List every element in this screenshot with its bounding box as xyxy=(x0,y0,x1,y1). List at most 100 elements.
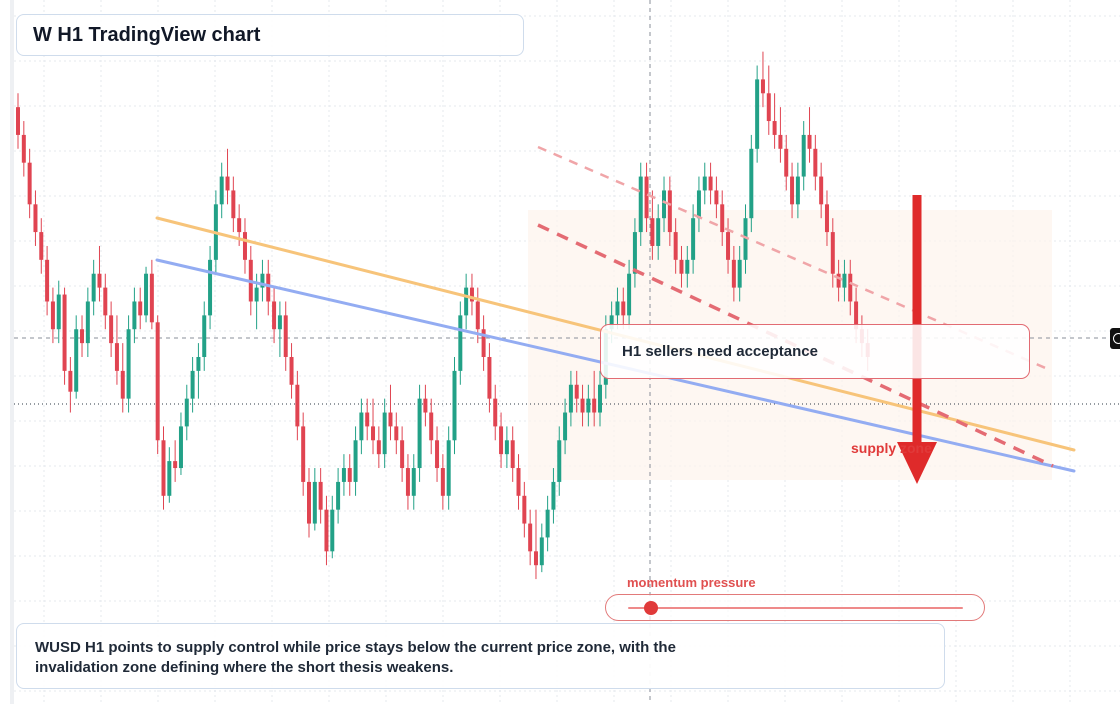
candle-bearish xyxy=(435,440,440,469)
candle-bearish xyxy=(807,134,812,149)
candle-bearish xyxy=(854,301,859,330)
summary-text: WUSD H1 points to supply control while p… xyxy=(35,639,676,676)
candle-bullish xyxy=(277,315,282,330)
candle-bearish xyxy=(667,190,672,233)
candle-bearish xyxy=(499,426,504,455)
summary-card: WUSD H1 points to supply control while p… xyxy=(16,623,945,689)
momentum-label: momentum pressure xyxy=(627,575,756,590)
candle-bullish xyxy=(504,440,509,455)
candle-bearish xyxy=(272,301,277,330)
candle-bullish xyxy=(91,273,96,302)
candle-bullish xyxy=(452,370,457,441)
candle-bearish xyxy=(138,301,143,316)
candle-bearish xyxy=(784,148,789,177)
candle-bullish xyxy=(568,384,573,413)
candle-bullish xyxy=(685,259,690,274)
candle-bullish xyxy=(126,329,131,399)
candle-bullish xyxy=(132,301,137,330)
candle-bearish xyxy=(388,412,393,427)
candle-bearish xyxy=(114,343,119,371)
candle-bullish xyxy=(184,398,189,427)
candle-bearish xyxy=(580,398,585,413)
candle-bullish xyxy=(446,440,451,496)
momentum-slider-knob[interactable] xyxy=(644,601,659,615)
candle-bullish xyxy=(638,176,643,233)
candle-bullish xyxy=(795,176,800,205)
candle-bearish xyxy=(347,468,352,482)
candle-bearish xyxy=(16,107,20,135)
crosshair-icon[interactable] xyxy=(1110,328,1120,349)
candle-bullish xyxy=(691,218,696,260)
candle-bearish xyxy=(173,461,178,469)
candle-bullish xyxy=(557,440,562,482)
candle-bullish xyxy=(702,176,707,191)
candle-bearish xyxy=(766,93,771,122)
candle-bullish xyxy=(254,287,259,302)
candle-bullish xyxy=(359,412,364,441)
candle-bearish xyxy=(726,232,731,260)
candle-bearish xyxy=(760,79,765,94)
candle-bearish xyxy=(318,481,323,510)
candle-bearish xyxy=(68,370,73,392)
candle-bearish xyxy=(376,440,381,455)
candle-bearish xyxy=(324,509,329,552)
candle-bullish xyxy=(464,287,469,316)
candle-bearish xyxy=(283,315,288,357)
candle-bearish xyxy=(231,190,236,219)
candle-bearish xyxy=(27,162,32,205)
signal-callout-text: H1 sellers need acceptance xyxy=(622,343,818,360)
candle-bearish xyxy=(429,412,434,441)
candle-bearish xyxy=(289,357,294,385)
candle-bullish xyxy=(411,468,416,496)
candle-bearish xyxy=(533,551,538,566)
candle-bearish xyxy=(475,301,480,330)
left-edge-strip xyxy=(10,0,14,704)
candles xyxy=(16,51,870,580)
candle-bearish xyxy=(481,329,486,357)
candle-bearish xyxy=(80,329,85,344)
candle-bullish xyxy=(632,232,637,274)
chart-title: W H1 TradingView chart xyxy=(33,23,261,46)
candle-bullish xyxy=(551,481,556,510)
candle-bearish xyxy=(62,294,67,371)
candle-bearish xyxy=(120,370,125,399)
candle-bearish xyxy=(574,384,579,399)
candle-bullish xyxy=(737,259,742,288)
candle-bullish xyxy=(382,412,387,455)
candle-bearish xyxy=(493,398,498,427)
candle-bullish xyxy=(336,481,341,510)
candle-bullish xyxy=(545,509,550,538)
candle-bullish xyxy=(260,273,265,288)
candle-bullish xyxy=(341,468,346,482)
candle-bearish xyxy=(819,176,824,205)
candle-bearish xyxy=(731,259,736,288)
candle-bullish xyxy=(743,218,748,260)
candle-bullish xyxy=(539,537,544,566)
candle-bearish xyxy=(836,273,841,288)
candle-bearish xyxy=(487,357,492,399)
bearish-arrow-head xyxy=(897,442,937,484)
candle-bearish xyxy=(149,273,154,323)
candle-bearish xyxy=(708,176,713,191)
candle-bullish xyxy=(696,190,701,219)
candle-bearish xyxy=(225,176,230,191)
momentum-slider[interactable] xyxy=(605,594,985,621)
candle-bullish xyxy=(353,440,358,482)
candle-bullish xyxy=(842,273,847,288)
candle-bearish xyxy=(720,204,725,233)
candle-bullish xyxy=(662,190,667,219)
candle-bearish xyxy=(97,273,102,288)
candle-bearish xyxy=(522,495,527,524)
candle-bearish xyxy=(33,204,38,233)
candle-bearish xyxy=(440,468,445,496)
candle-bearish xyxy=(592,398,597,413)
candle-bearish xyxy=(423,398,428,413)
candle-bullish xyxy=(202,315,207,357)
candle-bullish xyxy=(208,259,213,316)
candle-bullish xyxy=(749,148,754,219)
candle-bearish xyxy=(109,315,114,344)
signal-callout: H1 sellers need acceptance xyxy=(600,324,1030,379)
candle-bearish xyxy=(266,273,271,302)
candle-bearish xyxy=(824,204,829,233)
